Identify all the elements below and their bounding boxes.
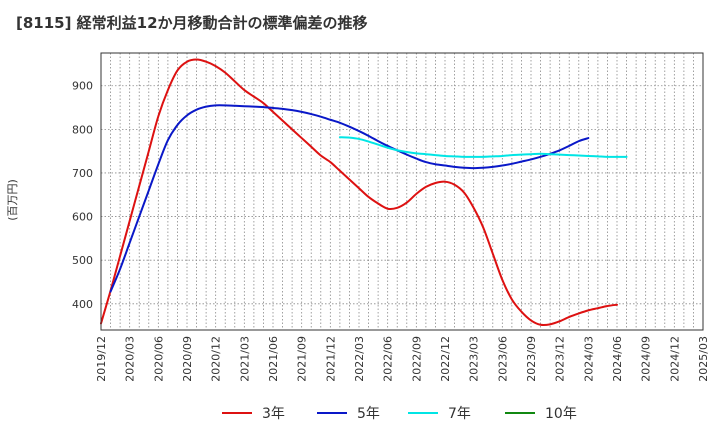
x-tick-label: 2022/06 [382,336,395,382]
series-line-1 [100,58,618,327]
x-tick-label: 2023/09 [525,336,538,382]
legend-label-2: 5年 [357,406,380,422]
series-line-3 [338,136,628,158]
x-tick-label: 2020/12 [210,336,223,382]
legend-label-3: 7年 [448,406,471,422]
x-tick-label: 2020/03 [124,336,137,382]
y-tick-label: 400 [72,298,93,311]
legend: 3年 5年 7年 10年 [222,406,577,422]
x-tick-label: 2023/06 [496,336,509,382]
x-tick-label: 2022/03 [353,336,366,382]
plot-frame [100,52,704,331]
x-tick-label: 2025/03 [697,336,710,382]
chart-title: [8115] 経常利益12か月移動合計の標準偏差の推移 [16,14,368,32]
grid-layer [100,53,704,330]
x-tick-label: 2022/09 [410,336,423,382]
x-tick-label: 2020/06 [152,336,165,382]
x-tick-label: 2019/12 [95,336,108,382]
x-tick-label: 2021/03 [238,336,251,382]
y-axis-label: (百万円) [6,179,19,221]
x-tick-label: 2024/06 [611,336,624,382]
x-tick-label: 2024/12 [668,336,681,382]
x-tick-label: 2021/06 [267,336,280,382]
x-tick-label: 2024/09 [640,336,653,382]
legend-label-4: 10年 [545,406,577,422]
x-tick-label: 2022/12 [439,336,452,382]
x-tick-label: 2024/03 [582,336,595,382]
series-line-2 [109,104,590,293]
y-axis: 400 500 600 700 800 900 [72,80,93,311]
x-tick-label: 2023/03 [468,336,481,382]
x-axis: 2019/12 2020/03 2020/06 2020/09 2020/12 2021/… [95,336,710,382]
series-layer [100,58,628,327]
x-tick-label: 2021/12 [324,336,337,382]
x-tick-label: 2020/09 [181,336,194,382]
y-tick-label: 900 [72,80,93,93]
x-tick-label: 2023/12 [554,336,567,382]
y-tick-label: 700 [72,167,93,180]
x-tick-label: 2021/09 [296,336,309,382]
legend-label-1: 3年 [262,406,285,422]
y-tick-label: 500 [72,254,93,267]
y-tick-label: 800 [72,123,93,136]
y-tick-label: 600 [72,211,93,224]
